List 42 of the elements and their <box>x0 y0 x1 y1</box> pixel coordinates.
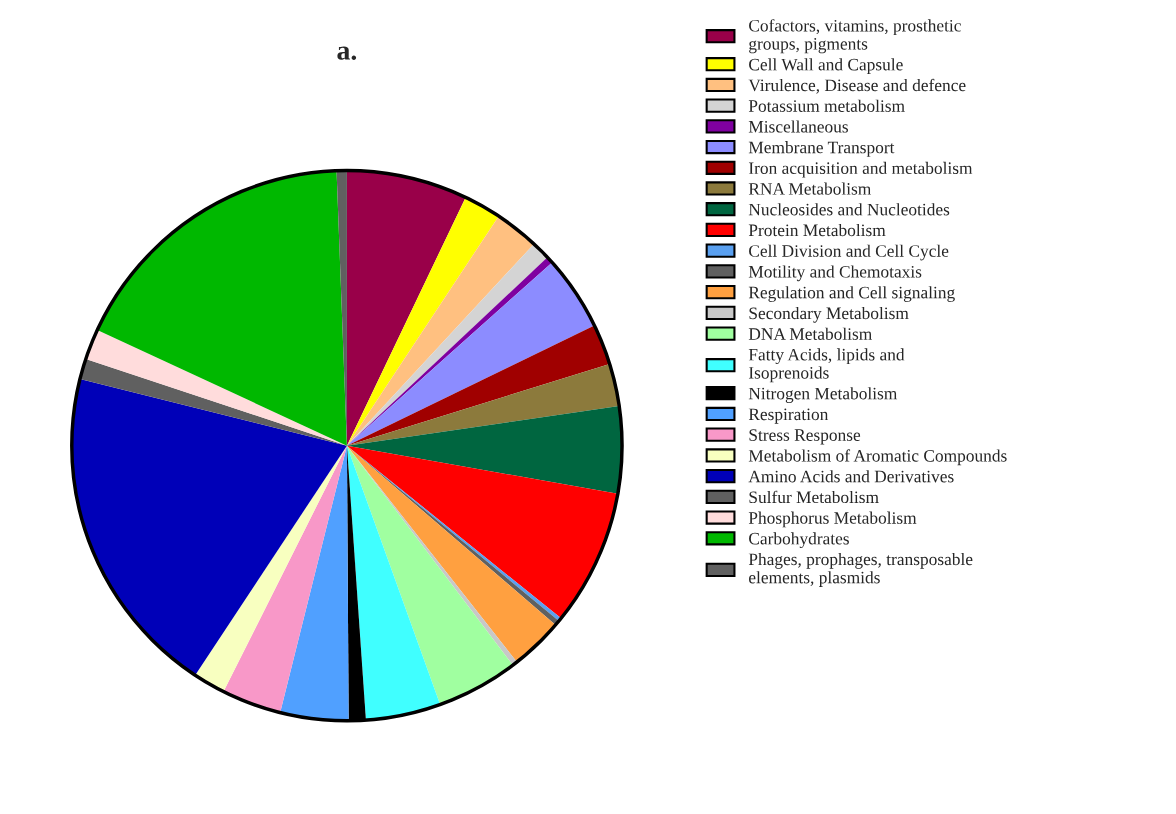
legend-label: Respiration <box>748 408 829 424</box>
pie-slice <box>85 330 347 446</box>
pie-slice <box>346 445 441 721</box>
pie-slice <box>280 445 349 721</box>
pie-slice <box>346 406 623 494</box>
legend-label: Nitrogen Metabolism <box>748 387 898 403</box>
legend-label: Amino Acids and Derivatives <box>748 470 954 483</box>
legend-label: Cofactors, vitamins, prosthetic groups, pigments <box>749 19 961 54</box>
legend-label: Iron acquisition and metabolism <box>748 161 973 178</box>
pie-slice <box>346 262 595 446</box>
legend-label: Nucleosides and Nucleotides <box>748 203 950 216</box>
legend-label: Regulation and Cell signaling <box>748 286 955 302</box>
pie-slice <box>346 216 534 446</box>
pie-slice <box>346 363 620 446</box>
legend-label: Cell Division and Cell Cycle <box>749 244 949 261</box>
text: a. <box>337 46 357 60</box>
pie-slice <box>223 445 347 713</box>
pie-slice <box>346 445 556 662</box>
legend-label: Potassium metabolism <box>748 99 905 112</box>
legend-label: Sulfur Metabolism <box>749 490 879 504</box>
legend-label: Fatty Acids, lipids and Isoprenoids <box>748 348 905 383</box>
legend-label: Secondary Metabolism <box>749 306 909 323</box>
legend-label: Stress Response <box>749 429 861 445</box>
legend-label: Cell Wall and Capsule <box>749 58 903 74</box>
pie-slice <box>346 325 610 446</box>
pie-slice <box>346 445 618 619</box>
legend-label: RNA Metabolism <box>748 182 872 195</box>
legend-label: Phosphorus Metabolism <box>748 511 917 528</box>
pie-slice <box>346 197 499 446</box>
pie-slice <box>71 378 347 676</box>
pie-slice <box>346 170 466 446</box>
legend-label: Metabolism of Aromatic Compounds <box>748 449 1007 466</box>
pie-slice <box>97 170 347 446</box>
legend-label: Motility and Chemotaxis <box>748 265 922 282</box>
legend-label: Membrane Transport <box>748 141 895 157</box>
legend-label: Virulence, Disease and defence <box>748 78 966 94</box>
legend-label: Protein Metabolism <box>748 223 886 237</box>
legend-label: Miscellaneous <box>748 120 848 133</box>
pie-slice <box>346 445 513 705</box>
legend-label: Phages, prophages, transposable elements, plasmids <box>748 552 973 587</box>
legend-label: DNA Metabolism <box>748 327 872 340</box>
legend-label: Carbohydrates <box>749 532 849 549</box>
